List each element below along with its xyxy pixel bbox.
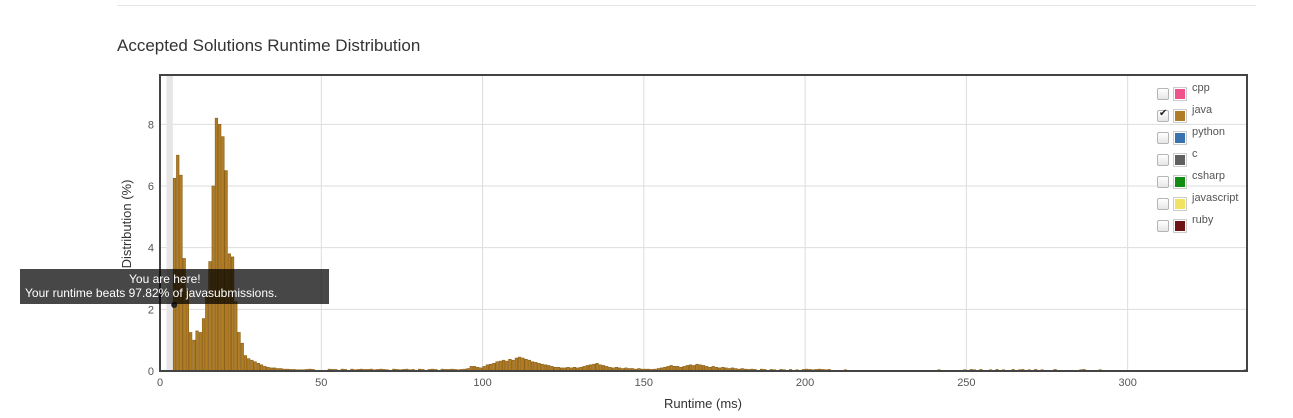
x-tick-label: 0 [157,377,163,389]
bar[interactable] [234,301,238,372]
legend-checkbox-c[interactable] [1157,153,1169,166]
legend-label: python [1192,126,1226,138]
legend-item-python[interactable]: python [1153,124,1247,146]
bar[interactable] [214,117,219,372]
legend-item-java[interactable]: java [1153,102,1247,124]
legend-item-javascript[interactable]: javascript [1153,190,1247,212]
bar[interactable] [198,332,202,372]
bar[interactable] [518,356,522,372]
legend-swatch-java [1173,108,1187,123]
top-divider [117,5,1256,6]
legend-label: cpp [1192,82,1210,94]
bar[interactable] [511,359,515,372]
bar[interactable] [195,330,199,372]
y-tick-label: 4 [148,243,154,255]
x-tick-label: 300 [1118,377,1136,389]
x-tick-label: 50 [315,377,327,389]
bar[interactable] [505,360,509,372]
legend-item-c[interactable]: c [1153,146,1247,168]
bar[interactable] [237,332,241,372]
tooltip-message: Your runtime beats 97.82% of javasubmiss… [25,286,278,300]
bar[interactable] [243,355,248,372]
bar[interactable] [534,362,538,372]
legend-swatch-c [1173,152,1187,167]
grid-lines [160,75,1247,371]
x-tick-label: 150 [635,377,653,389]
runtime-tooltip: You are here! Your runtime beats 97.82% … [20,269,329,304]
bar[interactable] [537,362,541,372]
legend-checkbox-java[interactable] [1157,108,1169,122]
y-tick-label: 8 [148,119,154,131]
legend-checkbox-ruby[interactable] [1157,219,1169,232]
legend-item-cpp[interactable]: cpp [1153,80,1247,102]
y-axis-title: Distribution (%) [119,180,134,269]
legend-label: c [1192,148,1198,160]
bar[interactable] [592,363,596,372]
x-axis-title: Runtime (ms) [664,396,742,411]
bar[interactable] [189,332,193,372]
legend-swatch-python [1173,130,1187,145]
bar[interactable] [201,318,206,372]
bar[interactable] [489,363,493,372]
plot-border [159,74,1248,372]
bar[interactable] [514,357,519,372]
bar[interactable] [492,362,496,372]
legend-swatch-javascript [1173,196,1187,211]
legend-item-csharp[interactable]: csharp [1153,168,1247,190]
legend-label: java [1192,104,1213,116]
bar[interactable] [250,359,254,372]
bar[interactable] [524,358,528,372]
bar[interactable] [521,357,525,372]
bar[interactable] [498,360,502,372]
bar[interactable] [527,359,531,372]
tooltip-title: You are here! [129,272,201,286]
axes: 0 50 100 150 200 250 300 0 2 4 6 8 [148,119,1137,389]
bar[interactable] [176,154,180,372]
legend-checkbox-python[interactable] [1157,131,1169,144]
legend-checkbox-csharp[interactable] [1157,175,1169,188]
bar[interactable] [240,342,244,372]
current-runtime-band [166,75,173,371]
bar[interactable] [501,359,506,372]
bar[interactable] [495,361,499,372]
legend-label: ruby [1192,214,1214,226]
highlight-band [166,75,173,371]
legend: cpp java python c csharp javascript ruby [1153,80,1247,234]
bar[interactable] [508,358,512,372]
x-tick-label: 200 [796,377,814,389]
x-tick-label: 100 [473,377,491,389]
legend-swatch-csharp [1173,174,1187,189]
legend-swatch-cpp [1173,86,1187,101]
legend-label: javascript [1192,192,1239,204]
legend-label: csharp [1192,170,1226,182]
y-tick-label: 6 [148,181,154,193]
bar[interactable] [205,293,209,372]
y-tick-label: 2 [148,304,154,316]
legend-swatch-ruby [1173,218,1187,233]
legend-checkbox-cpp[interactable] [1157,87,1169,100]
bar[interactable] [256,362,260,372]
bar[interactable] [695,363,699,372]
plot-area [160,75,1247,371]
legend-checkbox-javascript[interactable] [1157,197,1169,210]
bar[interactable] [595,362,599,372]
bar[interactable] [540,363,544,372]
bar[interactable] [247,358,251,372]
bar[interactable] [192,339,196,372]
bar[interactable] [253,361,257,372]
y-tick-label: 0 [148,366,154,378]
legend-item-ruby[interactable]: ruby [1153,212,1247,234]
bar[interactable] [221,136,225,372]
x-tick-label: 250 [957,377,975,389]
bar[interactable] [530,361,535,372]
chart-title: Accepted Solutions Runtime Distribution [117,36,421,55]
bar[interactable] [218,124,222,372]
